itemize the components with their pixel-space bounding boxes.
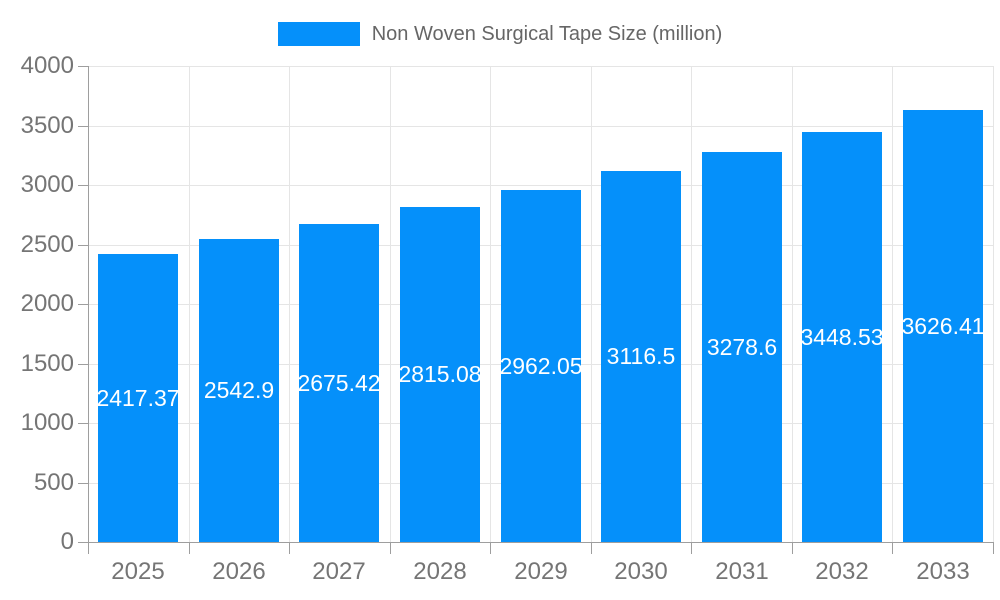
- gridline-vertical: [390, 66, 391, 542]
- legend-label: Non Woven Surgical Tape Size (million): [371, 22, 723, 45]
- x-axis-tick: [792, 542, 793, 554]
- y-axis-tick: [78, 364, 88, 365]
- gridline-horizontal: [88, 66, 993, 67]
- y-axis-tick: [78, 483, 88, 484]
- gridline-vertical: [993, 66, 994, 542]
- bar: 2417.37: [98, 254, 178, 542]
- bar-value-label: 3448.53: [802, 323, 882, 350]
- gridline-vertical: [591, 66, 592, 542]
- x-axis-tick-label: 2028: [413, 558, 467, 585]
- gridline-vertical: [289, 66, 290, 542]
- y-axis-tick-label: 1500: [20, 350, 74, 377]
- bar-value-label: 2417.37: [98, 384, 178, 411]
- legend-swatch-icon: [277, 22, 360, 46]
- x-axis-tick-label: 2033: [916, 558, 970, 585]
- x-axis-tick-label: 2029: [514, 558, 568, 585]
- bar-value-label: 2675.42: [299, 369, 379, 396]
- legend-item[interactable]: Non Woven Surgical Tape Size (million): [0, 20, 1000, 48]
- y-axis-tick: [78, 66, 88, 67]
- bar: 2542.9: [199, 239, 279, 542]
- bar: 3448.53: [802, 132, 882, 542]
- bar: 3278.6: [702, 152, 782, 542]
- x-axis-tick-label: 2026: [212, 558, 266, 585]
- y-axis-tick-label: 2500: [20, 231, 74, 258]
- x-axis-line: [78, 542, 993, 543]
- bar-value-label: 2962.05: [501, 352, 581, 379]
- y-axis-tick-label: 2000: [20, 290, 74, 317]
- gridline-horizontal: [88, 126, 993, 127]
- bar: 3626.41: [903, 110, 983, 542]
- x-axis-tick: [289, 542, 290, 554]
- bar-value-label: 3116.5: [606, 343, 676, 369]
- y-axis-tick-label: 0: [60, 528, 74, 555]
- bar-value-label: 3626.41: [903, 312, 983, 339]
- gridline-horizontal: [88, 185, 993, 186]
- y-axis-tick-label: 500: [33, 469, 74, 496]
- gridline-vertical: [691, 66, 692, 542]
- x-axis-tick: [691, 542, 692, 554]
- y-axis-tick-label: 3500: [20, 112, 74, 139]
- y-axis-tick: [78, 185, 88, 186]
- bar: 2962.05: [501, 190, 581, 542]
- x-axis-tick: [490, 542, 491, 554]
- gridline-vertical: [490, 66, 491, 542]
- y-axis-tick: [78, 304, 88, 305]
- y-axis-tick-label: 3000: [20, 171, 74, 198]
- x-axis-tick-label: 2032: [815, 558, 869, 585]
- y-axis-tick: [78, 423, 88, 424]
- bar: 2675.42: [299, 224, 379, 542]
- x-axis-tick-label: 2031: [715, 558, 769, 585]
- gridline-vertical: [189, 66, 190, 542]
- gridline-vertical: [792, 66, 793, 542]
- gridline-vertical: [892, 66, 893, 542]
- y-axis-line: [88, 66, 89, 554]
- y-axis-tick-label: 4000: [20, 52, 74, 79]
- x-axis-tick: [189, 542, 190, 554]
- bar-value-label: 3278.6: [706, 333, 778, 360]
- x-axis-tick: [993, 542, 994, 554]
- y-axis-tick: [78, 245, 88, 246]
- x-axis-tick: [390, 542, 391, 554]
- x-axis-tick: [892, 542, 893, 554]
- x-axis-tick-label: 2025: [111, 558, 165, 585]
- x-axis-tick-label: 2027: [312, 558, 366, 585]
- bar-value-label: 2815.08: [400, 361, 480, 387]
- x-axis-tick: [591, 542, 592, 554]
- y-axis-tick-label: 1000: [20, 409, 74, 436]
- y-axis-tick: [78, 126, 88, 127]
- bar-value-label: 2542.9: [203, 377, 275, 403]
- bar: 3116.5: [601, 171, 681, 542]
- bar: 2815.08: [400, 207, 480, 542]
- x-axis-tick-label: 2030: [614, 558, 668, 585]
